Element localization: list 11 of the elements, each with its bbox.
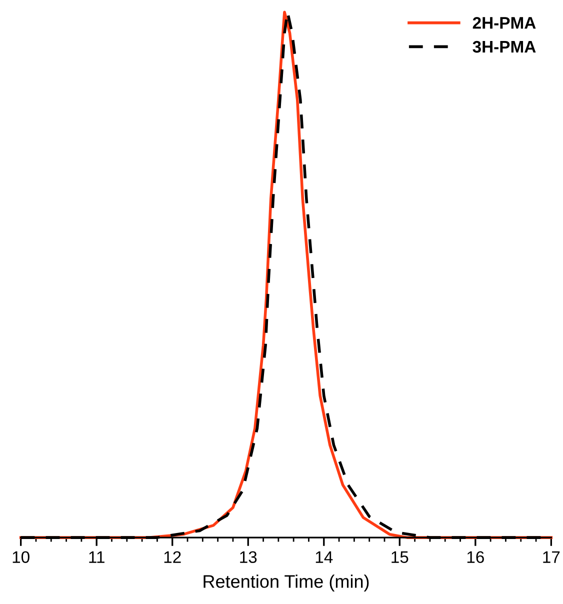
x-tick-label: 15 [392, 551, 408, 563]
legend-label: 2H-PMA [472, 17, 536, 29]
x-tick-label: 12 [164, 551, 181, 563]
x-tick-label: 10 [12, 551, 30, 563]
x-tick-label: 13 [240, 551, 257, 563]
x-tick-label: 14 [316, 551, 333, 563]
legend-label: 3H-PMA [472, 40, 536, 53]
x-tick-label: 17 [543, 551, 560, 563]
x-axis-title: Retention Time (min) [204, 574, 369, 592]
x-tick-label: 11 [89, 551, 104, 563]
x-tick-label: 16 [467, 551, 484, 563]
